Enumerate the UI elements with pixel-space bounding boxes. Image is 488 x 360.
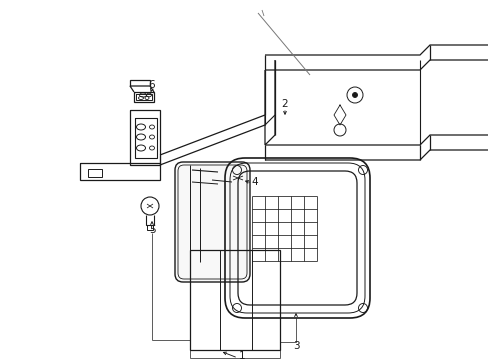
Bar [88,169,102,177]
Text: 5: 5 [148,225,155,235]
FancyBboxPatch shape [175,162,249,282]
Text: 2: 2 [281,99,288,109]
Text: 4: 4 [251,177,258,187]
Bar [190,250,280,350]
Text: 6: 6 [148,80,155,90]
Circle shape [352,93,357,98]
Text: 3: 3 [292,341,299,351]
Text: 1: 1 [238,351,245,360]
